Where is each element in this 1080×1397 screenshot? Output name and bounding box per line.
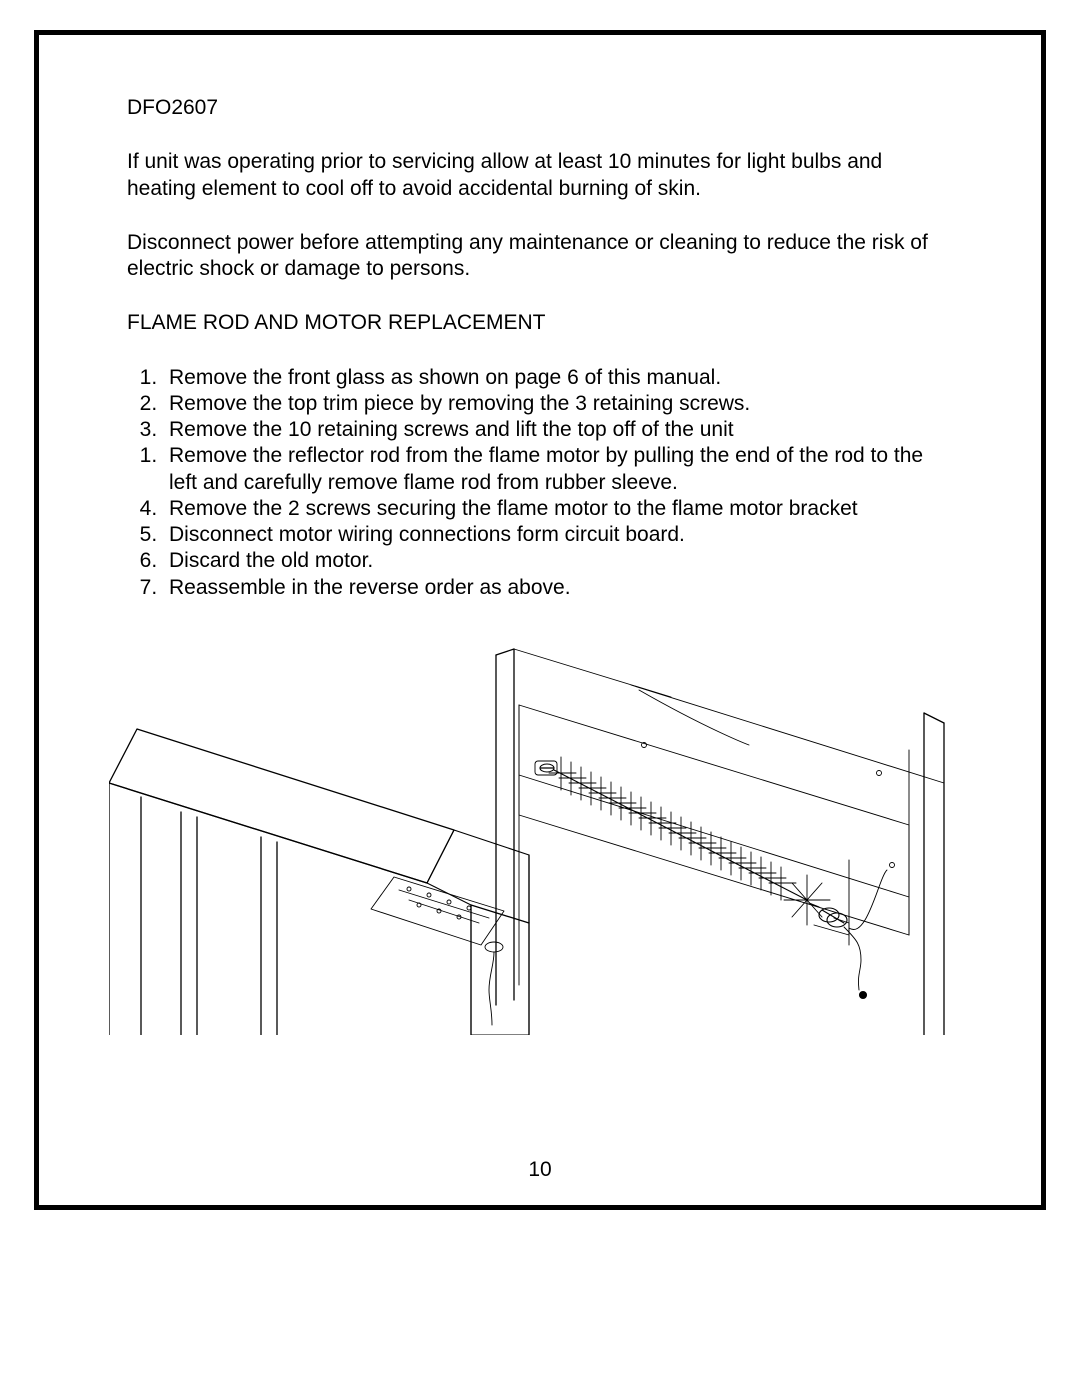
content: DFO2607 If unit was operating prior to s…	[127, 95, 953, 601]
step-item: Remove the 2 screws securing the flame m…	[163, 496, 953, 522]
model-number: DFO2607	[127, 95, 953, 121]
step-item: Remove the front glass as shown on page …	[163, 365, 953, 391]
step-item: Reassemble in the reverse order as above…	[163, 575, 953, 601]
steps-list: Remove the front glass as shown on page …	[127, 365, 953, 601]
warning-paragraph-1: If unit was operating prior to servicing…	[127, 149, 953, 202]
technical-diagram	[109, 645, 979, 1035]
page-number: 10	[39, 1158, 1041, 1182]
section-title: FLAME ROD AND MOTOR REPLACEMENT	[127, 310, 953, 336]
page-frame: DFO2607 If unit was operating prior to s…	[34, 30, 1046, 1210]
step-item: Remove the 10 retaining screws and lift …	[163, 417, 953, 443]
page: DFO2607 If unit was operating prior to s…	[0, 0, 1080, 1397]
step-item: Remove the top trim piece by removing th…	[163, 391, 953, 417]
warning-paragraph-2: Disconnect power before attempting any m…	[127, 230, 953, 283]
step-item: Discard the old motor.	[163, 548, 953, 574]
step-item: Disconnect motor wiring connections form…	[163, 522, 953, 548]
step-item: Remove the reflector rod from the flame …	[163, 443, 953, 496]
